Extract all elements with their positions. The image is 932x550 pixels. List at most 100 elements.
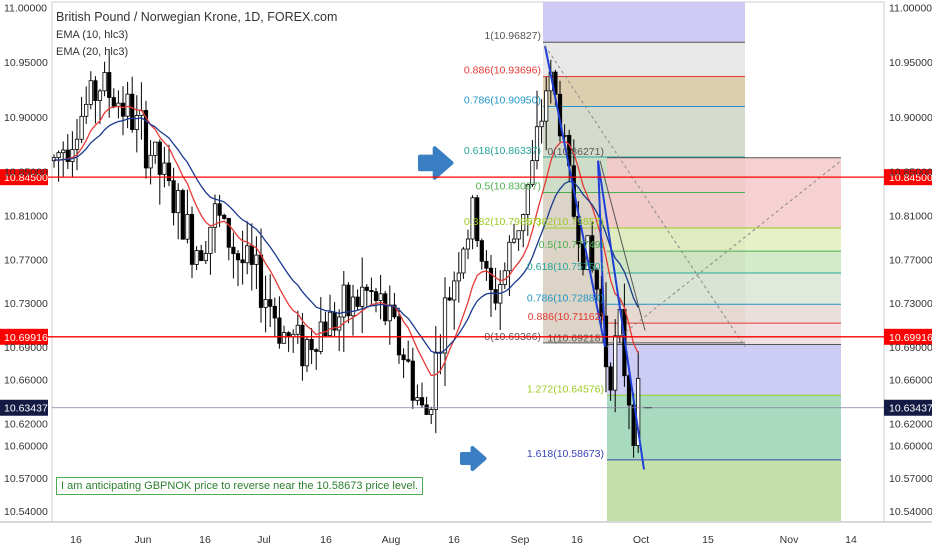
candle-body-42: [245, 245, 250, 264]
candle-body-44: [254, 254, 259, 265]
fib2-label-3: 0.618(10.75750): [527, 261, 604, 273]
y-tick-left-9: 10.62000: [4, 418, 48, 430]
y-tick-left-6: 10.73000: [4, 298, 48, 310]
candle-body-30: [189, 214, 195, 265]
candle-body-50: [281, 332, 287, 344]
candle-body-106: [539, 120, 544, 128]
analysis-note: I am anticipating GBPNOK price to revers…: [56, 477, 424, 495]
current-price-bg-1: [884, 399, 932, 416]
x-tick-10: 15: [702, 534, 714, 546]
candle-body-118: [594, 269, 599, 290]
trend-line-secondary: [599, 160, 646, 331]
candle-body-32: [199, 250, 204, 262]
candle-body-85: [442, 297, 448, 354]
ema-10-line: [53, 105, 639, 377]
current-price-tag-1[interactable]: 10.63437: [889, 403, 932, 415]
candle-body-55: [304, 339, 310, 367]
abcd-trend-line: [544, 45, 645, 470]
level-tag-0-0[interactable]: 10.84500: [4, 172, 48, 184]
candle-body-91: [470, 197, 475, 240]
candle-body-28: [180, 190, 185, 240]
candle-body-6: [79, 115, 84, 140]
candle-body-80: [419, 397, 425, 406]
candle-body-48: [272, 305, 277, 319]
y-tick-right-5: 10.77000: [889, 254, 932, 266]
y-tick-left-1: 10.95000: [4, 57, 48, 69]
candle-body-13: [111, 97, 116, 107]
grid-layer: [0, 1, 932, 523]
candlestick-series: [51, 49, 641, 458]
candle-body-1: [56, 152, 61, 159]
ema-20-legend[interactable]: EMA (20, hlc3): [56, 46, 129, 58]
candle-body-35: [212, 203, 218, 228]
candle-body-59: [323, 321, 328, 337]
candle-body-31: [194, 250, 199, 265]
candle-body-117: [590, 235, 595, 271]
candle-body-71: [378, 293, 383, 301]
chart-title: British Pound / Norwegian Krone, 1D, FOR…: [56, 10, 338, 24]
y-tick-right-8: 10.66000: [889, 375, 932, 387]
level-tag-1-0[interactable]: 10.69916: [4, 332, 48, 344]
x-tick-12: 14: [845, 534, 857, 546]
candle-body-15: [120, 102, 126, 117]
candle-body-38: [226, 218, 231, 248]
level-tag-1-1[interactable]: 10.69916: [889, 332, 932, 344]
candle-body-92: [475, 197, 480, 242]
candle-body-36: [217, 203, 222, 216]
candle-body-18: [134, 115, 139, 130]
candle-body-41: [240, 259, 245, 264]
candle-body-87: [452, 280, 457, 301]
candle-body-93: [479, 240, 484, 262]
arrow-right-icon-small: [460, 446, 487, 472]
fib2-label-4: 0.786(10.72889): [527, 292, 604, 304]
candle-body-64: [346, 284, 351, 317]
y-tick-right-10: 10.60000: [889, 440, 932, 452]
y-tick-right-6: 10.73000: [889, 298, 932, 310]
candle-body-2: [61, 149, 66, 154]
candle-body-9: [93, 80, 98, 101]
fib2-zone-1: [607, 227, 841, 252]
candle-body-17: [130, 93, 135, 130]
candle-body-62: [337, 316, 342, 331]
y-tick-right-1: 10.95000: [889, 57, 932, 69]
y-tick-right-12: 10.54000: [889, 506, 932, 518]
candle-body-45: [258, 254, 264, 308]
ema-10-legend[interactable]: EMA (10, hlc3): [56, 29, 129, 41]
candle-body-121: [608, 366, 613, 391]
y-tick-right-3: 10.85000: [889, 167, 932, 179]
time-axis[interactable]: 16 Jun 16 Jul 16 Aug 16 Sep 16 Oct 15 Nov 14: [70, 534, 857, 546]
candle-body-67: [360, 286, 365, 307]
drawings-layer: [418, 45, 842, 472]
candle-body-96: [493, 289, 498, 304]
candle-body-77: [406, 359, 411, 362]
y-tick-right-2: 10.90000: [889, 112, 932, 124]
fib2-label-5: 0.886(10.71162): [528, 311, 604, 323]
price-axes[interactable]: 11.00000 11.00000 10.95000 10.95000 10.90000…: [4, 2, 932, 518]
candle-body-99: [507, 241, 512, 272]
current-price-tag-0[interactable]: 10.63437: [4, 403, 48, 415]
x-tick-7: Sep: [511, 534, 530, 546]
level-tag-0-1[interactable]: 10.84500: [889, 172, 932, 184]
candle-body-95: [488, 267, 494, 290]
fib2-diagonal: [606, 160, 842, 348]
candle-body-72: [383, 293, 388, 322]
ext-zone-upper: [607, 344, 841, 396]
level-tag-bg-0-0: [0, 169, 48, 186]
candle-body-34: [208, 226, 213, 254]
candle-body-20: [143, 110, 149, 169]
candle-body-103: [525, 184, 530, 215]
candle-body-12: [107, 72, 112, 98]
y-tick-left-4: 10.81000: [4, 210, 48, 222]
candle-body-56: [309, 339, 314, 351]
candle-body-7: [84, 103, 89, 117]
candle-body-73: [387, 304, 392, 322]
candle-body-104: [530, 160, 535, 186]
y-tick-right-7: 10.69000: [889, 342, 932, 354]
candle-body-5: [74, 138, 80, 150]
x-tick-5: Aug: [382, 534, 401, 546]
horizontal-levels[interactable]: 10.84500 10.84500 10.69916 10.69916 10.63437…: [0, 169, 932, 416]
fib-zone-3: [543, 106, 745, 158]
candle-body-115: [580, 243, 586, 270]
candle-body-57: [314, 349, 319, 352]
